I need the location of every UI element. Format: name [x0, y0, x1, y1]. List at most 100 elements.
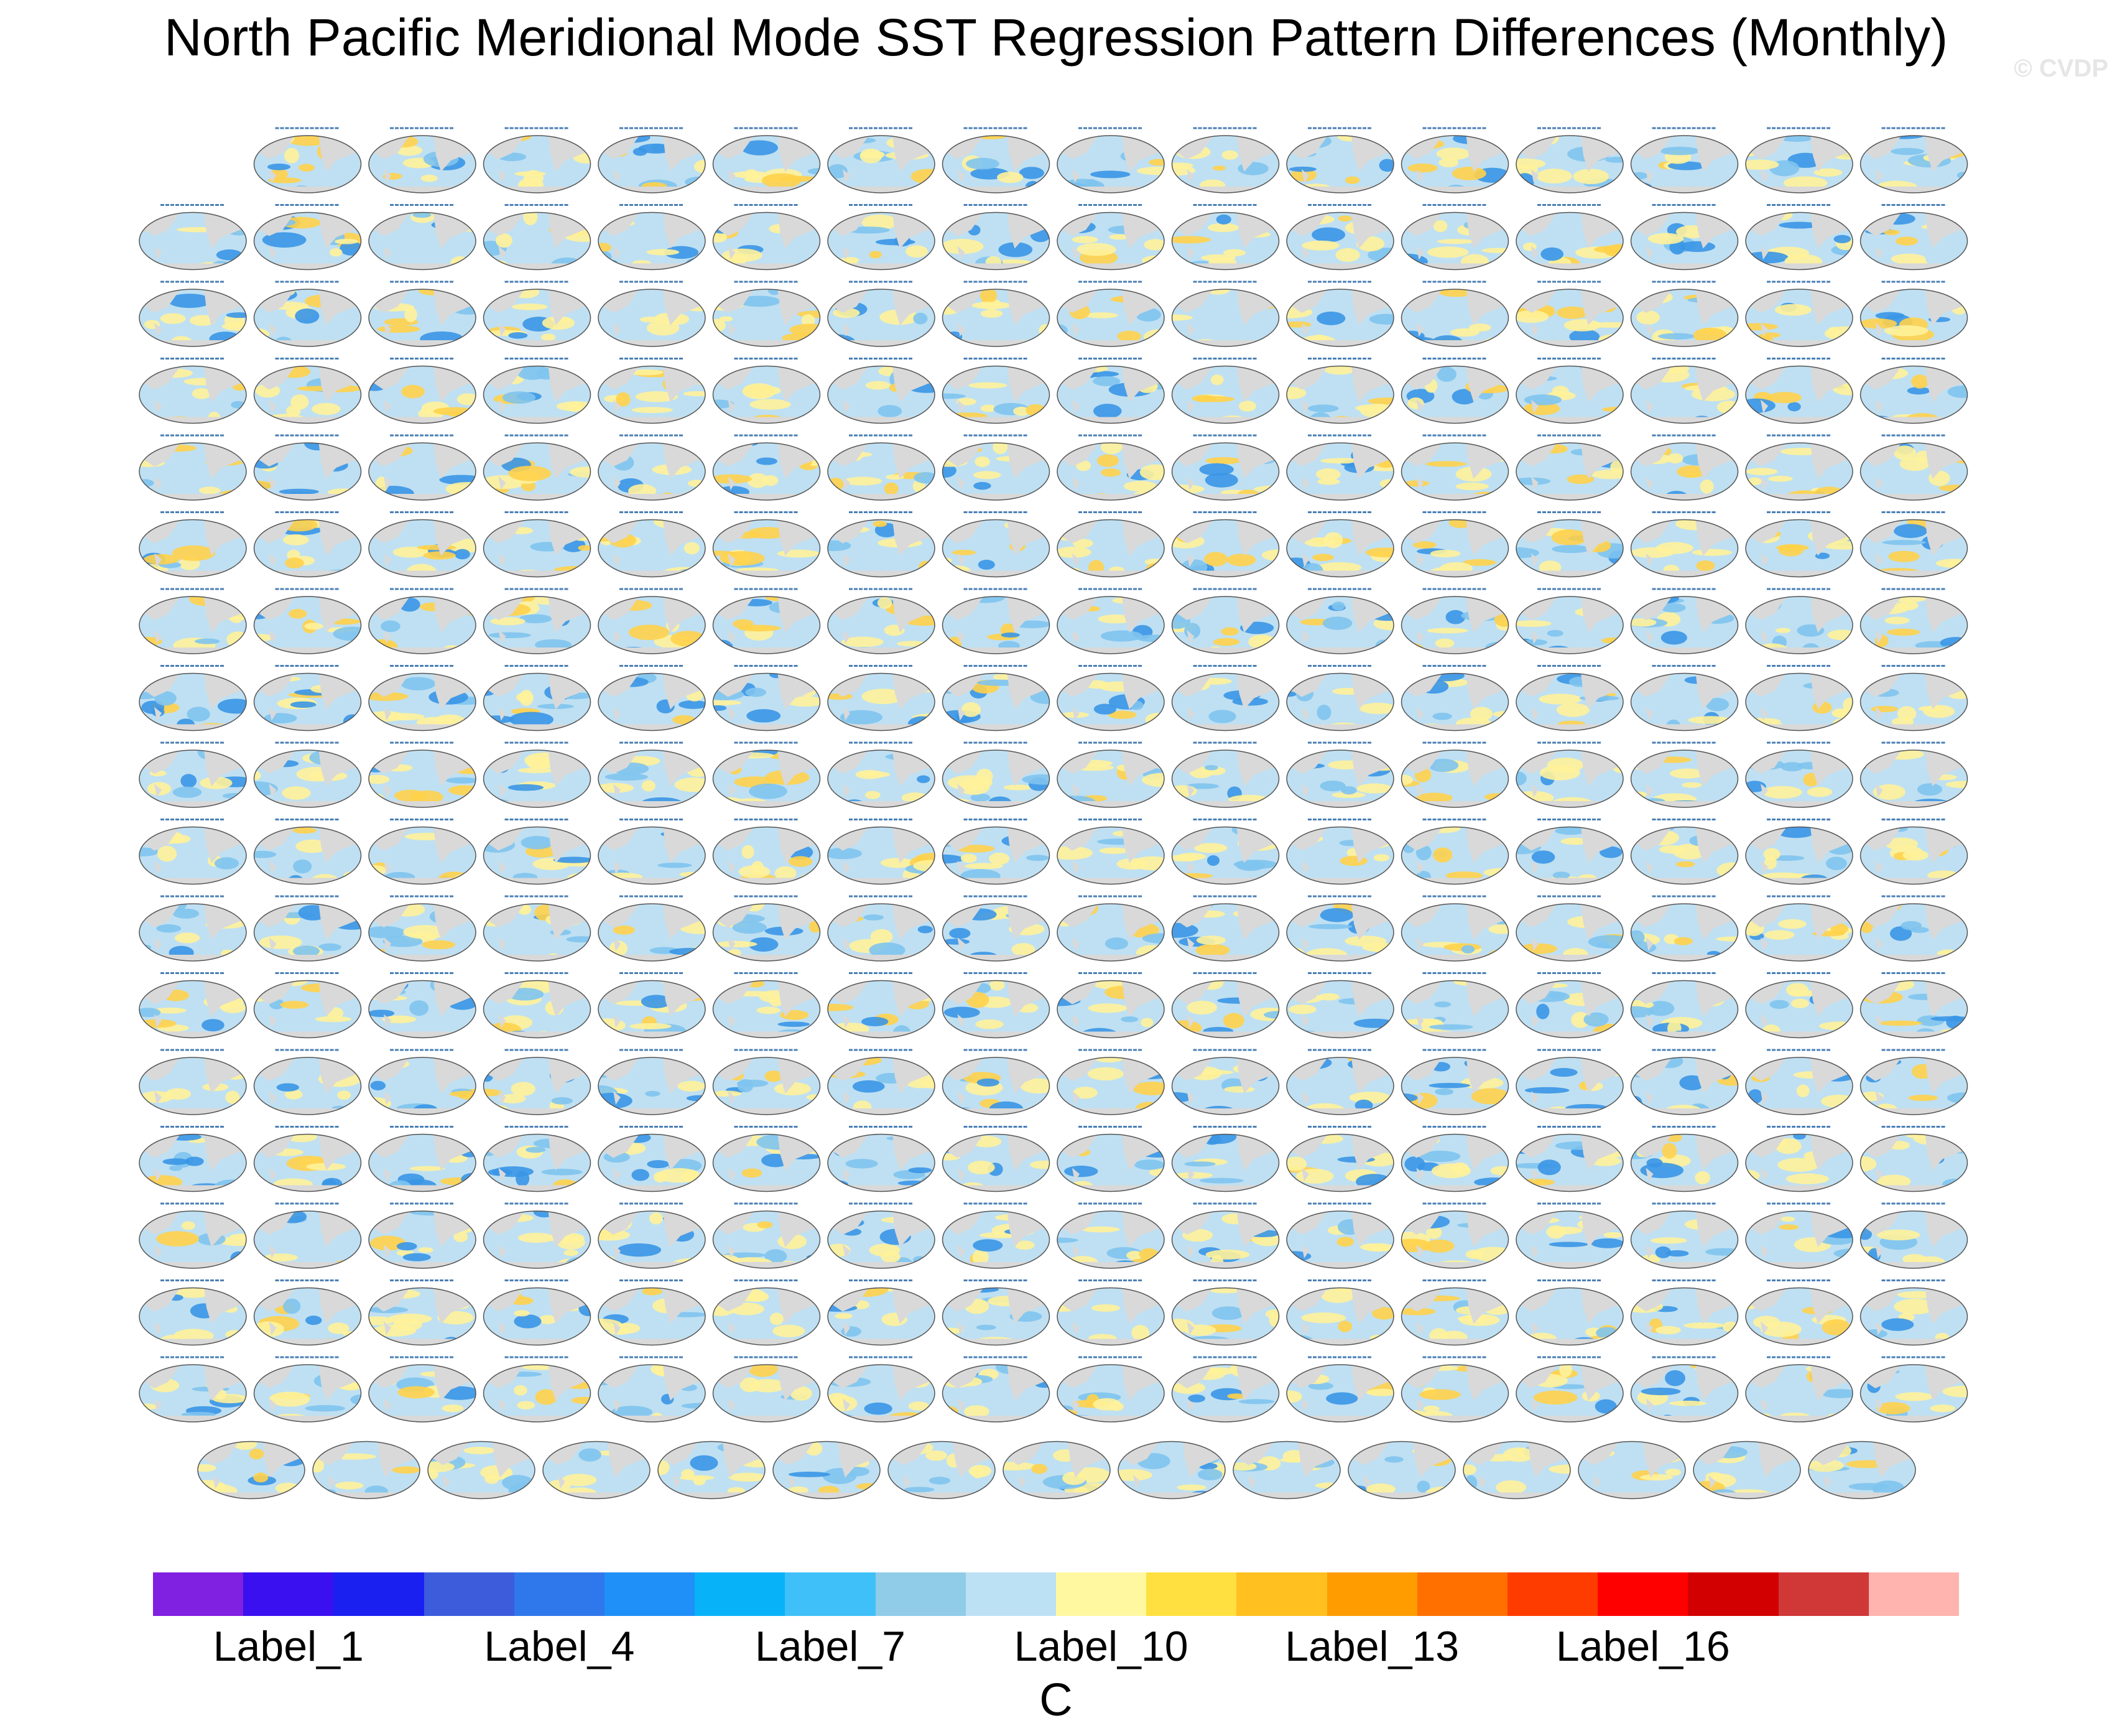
colorbar-swatch — [965, 1572, 1057, 1616]
colorbar-unit-label: C — [1039, 1674, 1073, 1725]
map-panel — [1171, 1126, 1280, 1192]
map-panel — [1057, 358, 1165, 424]
map-panel — [598, 434, 706, 501]
map-panel — [598, 588, 706, 654]
map-panel — [253, 588, 362, 654]
map-panel — [1286, 895, 1394, 962]
map-panel — [1057, 895, 1165, 962]
map-panel — [827, 1126, 935, 1192]
map-panel — [1118, 1441, 1226, 1500]
map-panel — [368, 281, 476, 347]
map-panel — [1860, 511, 1968, 578]
map-panel — [712, 895, 821, 962]
map-panel — [827, 1356, 935, 1423]
map-panel — [139, 434, 247, 501]
map-panel — [1630, 972, 1739, 1039]
map-panel — [1860, 972, 1968, 1039]
map-panel — [1860, 434, 1968, 501]
map-panel — [139, 1279, 247, 1346]
map-panel — [942, 665, 1050, 731]
map-panel — [827, 511, 935, 578]
map-panel — [139, 281, 247, 347]
map-panel — [827, 741, 935, 808]
map-panel — [1057, 741, 1165, 808]
map-panel — [1401, 204, 1509, 271]
colorbar-tick-label: Label_4 — [484, 1623, 635, 1670]
map-panel — [1745, 741, 1853, 808]
map-panel — [197, 1441, 305, 1500]
map-panel — [598, 511, 706, 578]
map-panel — [1745, 588, 1853, 654]
map-panel — [368, 819, 476, 885]
map-panel — [312, 1441, 420, 1500]
map-panel — [1286, 204, 1394, 271]
map-panel — [368, 434, 476, 501]
map-panel — [1401, 665, 1509, 731]
colorbar-swatch — [1868, 1572, 1960, 1616]
map-panel — [253, 511, 362, 578]
map-panel — [368, 1202, 476, 1269]
map-panel — [942, 819, 1050, 885]
map-panel — [253, 358, 362, 424]
map-panel — [483, 665, 591, 731]
map-panel — [368, 588, 476, 654]
map-panel — [712, 511, 821, 578]
map-panel — [1171, 1202, 1280, 1269]
map-panel — [1171, 1356, 1280, 1423]
colorbar-tick-label: Label_1 — [213, 1623, 364, 1670]
map-panel — [1401, 741, 1509, 808]
map-panel — [772, 1441, 881, 1500]
map-panel — [542, 1441, 651, 1500]
colorbar-swatch — [243, 1572, 334, 1616]
map-panel — [1286, 1356, 1394, 1423]
map-panel — [1745, 819, 1853, 885]
map-panel — [1286, 1202, 1394, 1269]
map-panel — [1860, 895, 1968, 962]
map-panel — [1057, 281, 1165, 347]
map-panel — [712, 358, 821, 424]
map-panel — [253, 1126, 362, 1192]
map-panel — [1401, 127, 1509, 193]
map-panel — [1057, 588, 1165, 654]
map-panel — [827, 819, 935, 885]
map-panel — [712, 127, 821, 193]
map-panel — [827, 204, 935, 271]
colorbar-tick-label: Label_13 — [1285, 1623, 1460, 1670]
map-panel — [139, 895, 247, 962]
map-panel — [1286, 741, 1394, 808]
colorbar-swatch — [1417, 1572, 1508, 1616]
colorbar-swatch — [1146, 1572, 1237, 1616]
map-panel — [1516, 358, 1624, 424]
map-panel — [598, 127, 706, 193]
map-panel — [1401, 511, 1509, 578]
map-panel — [1516, 895, 1624, 962]
map-panel — [139, 741, 247, 808]
map-panel — [483, 511, 591, 578]
map-panel — [368, 1126, 476, 1192]
map-panel — [712, 588, 821, 654]
map-panel — [827, 588, 935, 654]
colorbar-swatch — [1598, 1572, 1688, 1616]
map-panel — [1630, 895, 1739, 962]
map-panel — [942, 1356, 1050, 1423]
map-panel — [1630, 511, 1739, 578]
map-panel — [368, 1049, 476, 1115]
map-panel — [1860, 127, 1968, 193]
map-panel — [598, 1126, 706, 1192]
map-panel — [1630, 1202, 1739, 1269]
map-panel — [139, 1126, 247, 1192]
map-panel — [1860, 665, 1968, 731]
map-panel — [483, 281, 591, 347]
map-panel — [1171, 588, 1280, 654]
map-panel — [1516, 434, 1624, 501]
map-panel — [598, 972, 706, 1039]
map-panel — [942, 434, 1050, 501]
map-panel — [1745, 665, 1853, 731]
map-panel — [1860, 1202, 1968, 1269]
map-panel — [253, 204, 362, 271]
map-panel — [1171, 511, 1280, 578]
map-panel — [139, 1356, 247, 1423]
map-panel — [1286, 511, 1394, 578]
map-panel — [827, 127, 935, 193]
map-panel — [139, 1049, 247, 1115]
